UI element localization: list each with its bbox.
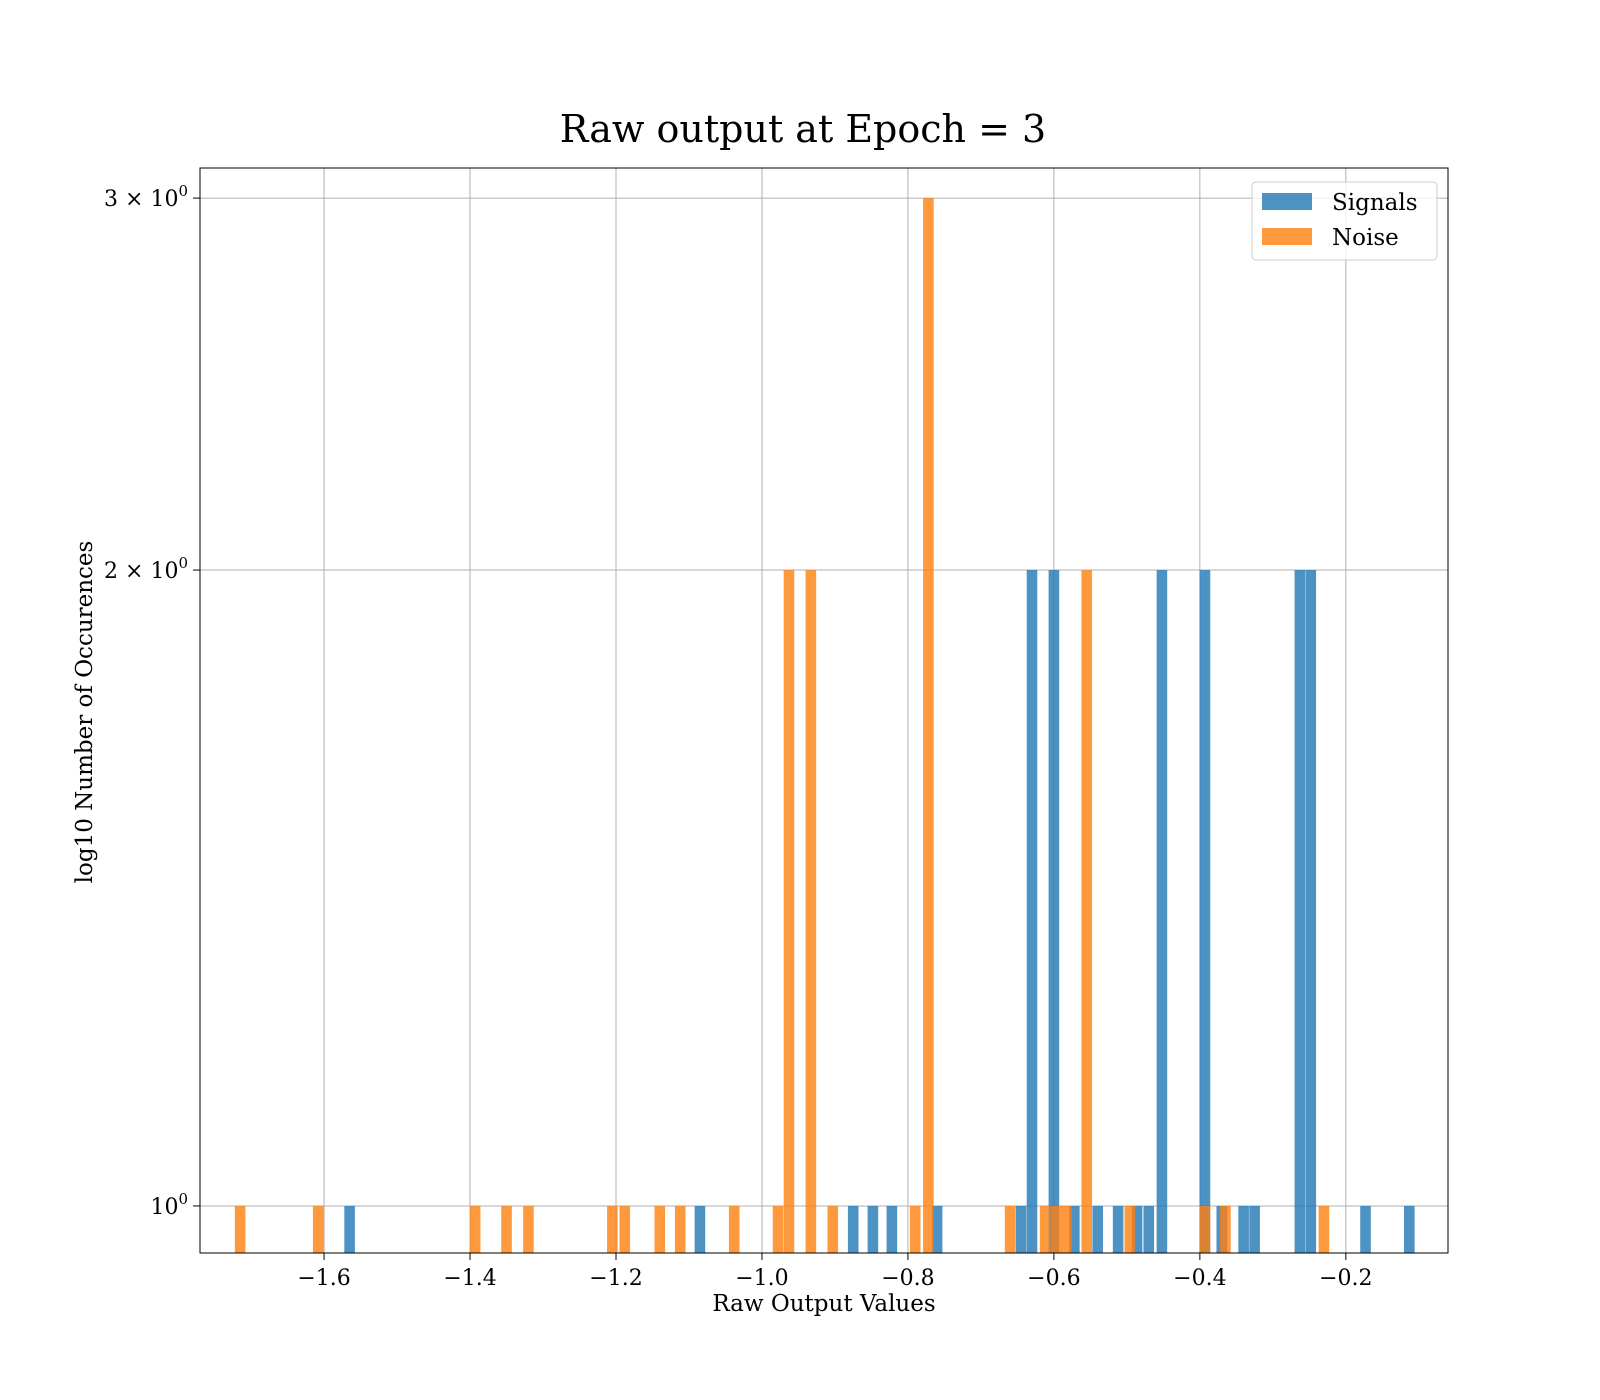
x-tick-label: −1.6 — [297, 1266, 350, 1291]
y-tick-exponent: 0 — [178, 182, 188, 200]
bar-signals — [1199, 570, 1211, 1253]
bar-noise — [1004, 1205, 1016, 1253]
bar-noise — [607, 1205, 618, 1253]
bar-signals — [1305, 570, 1317, 1253]
bar-noise — [1061, 1205, 1072, 1253]
y-tick-exponent: 0 — [178, 554, 188, 572]
bar-signals — [1143, 1205, 1155, 1253]
bar-signals — [1294, 570, 1306, 1253]
y-tick-label: 100 — [150, 1190, 188, 1220]
bar-noise — [501, 1205, 512, 1253]
legend-swatch-noise — [1262, 228, 1312, 245]
bar-noise — [827, 1205, 839, 1253]
bar-signals — [931, 1205, 943, 1253]
bar-signals — [867, 1205, 879, 1253]
x-tick-label: −0.4 — [1173, 1266, 1226, 1291]
bar-signals — [1404, 1205, 1415, 1253]
bar-signals — [344, 1205, 355, 1253]
bar-noise — [1199, 1205, 1211, 1253]
x-tick-label: −0.8 — [881, 1266, 934, 1291]
bar-noise — [1039, 1205, 1051, 1253]
bar-signals — [1238, 1205, 1249, 1253]
grid-lines — [200, 168, 1448, 1253]
y-tick-base: 10 — [150, 1195, 178, 1220]
bar-noise — [654, 1205, 666, 1253]
bar-signals — [1092, 1205, 1103, 1253]
bar-signals — [886, 1205, 898, 1253]
bar-noise — [805, 570, 817, 1253]
x-axis-ticks: −1.6 −1.4 −1.2 −1.0 −0.8 −0.6 −0.4 −0.2 — [297, 1253, 1373, 1291]
y-tick-label: 2 × 100 — [104, 554, 188, 584]
bar-noise — [619, 1205, 631, 1253]
x-axis-label: Raw Output Values — [712, 1291, 935, 1317]
bar-signals — [1112, 1205, 1124, 1253]
bars — [234, 198, 1415, 1253]
bar-noise — [923, 198, 934, 1253]
bar-signals — [1069, 1205, 1080, 1253]
y-tick-base: 2 × 10 — [104, 559, 178, 584]
x-tick-label: −0.2 — [1319, 1266, 1372, 1291]
bar-noise — [1124, 1205, 1136, 1253]
bar-signals — [1156, 570, 1168, 1253]
bar-noise — [1050, 1205, 1062, 1253]
x-tick-label: −1.2 — [589, 1266, 642, 1291]
bar-signals — [1360, 1205, 1371, 1253]
bar-signals — [1048, 570, 1060, 1253]
bar-noise — [772, 1205, 784, 1253]
y-tick-base: 3 × 10 — [104, 187, 178, 212]
y-tick-label: 3 × 100 — [104, 182, 188, 212]
bar-noise — [523, 1205, 534, 1253]
plot-frame — [199, 167, 1449, 1254]
legend: Signals Noise — [1251, 181, 1438, 261]
bar-noise — [728, 1205, 740, 1253]
legend-label-noise: Noise — [1332, 225, 1399, 251]
bar-noise — [674, 1205, 686, 1253]
bar-signals — [694, 1205, 706, 1253]
bar-signals — [1131, 1205, 1143, 1253]
y-tick-exponent: 0 — [178, 1190, 188, 1208]
bar-noise — [1220, 1205, 1231, 1253]
bar-noise — [234, 1205, 246, 1253]
legend-swatch-signals — [1262, 193, 1312, 210]
bar-signals — [1026, 570, 1038, 1253]
bar-noise — [1081, 570, 1093, 1253]
y-axis-label: log10 Number of Occurences — [72, 541, 98, 884]
bar-signals — [847, 1205, 859, 1253]
bar-signals — [1015, 1205, 1027, 1253]
bar-noise — [1318, 1205, 1330, 1253]
bar-noise — [783, 570, 795, 1253]
legend-label-signals: Signals — [1332, 190, 1418, 216]
bar-noise — [312, 1205, 324, 1253]
bar-noise — [469, 1205, 481, 1253]
x-tick-label: −0.6 — [1027, 1266, 1080, 1291]
bar-noise — [909, 1205, 921, 1253]
x-tick-label: −1.4 — [443, 1266, 496, 1291]
bar-signals — [1249, 1205, 1260, 1253]
chart-title: Raw output at Epoch = 3 — [560, 107, 1046, 151]
x-tick-label: −1.0 — [735, 1266, 788, 1291]
